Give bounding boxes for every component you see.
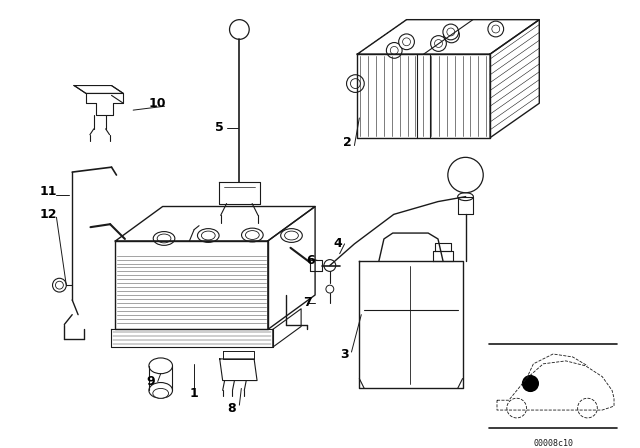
Text: 10: 10 xyxy=(149,97,166,110)
Ellipse shape xyxy=(157,234,171,243)
Ellipse shape xyxy=(458,193,474,201)
Circle shape xyxy=(578,398,597,418)
Circle shape xyxy=(444,27,460,43)
Text: 4: 4 xyxy=(333,237,342,250)
Circle shape xyxy=(324,259,336,271)
Circle shape xyxy=(507,398,527,418)
Ellipse shape xyxy=(241,228,263,242)
Circle shape xyxy=(443,24,459,40)
Ellipse shape xyxy=(246,231,259,239)
Circle shape xyxy=(326,285,334,293)
Text: 5: 5 xyxy=(215,121,224,134)
Ellipse shape xyxy=(285,231,298,240)
Circle shape xyxy=(230,20,249,39)
Circle shape xyxy=(435,39,442,47)
Circle shape xyxy=(447,28,454,36)
Text: 11: 11 xyxy=(40,185,58,198)
Circle shape xyxy=(390,47,398,54)
Circle shape xyxy=(488,21,504,37)
Text: 6: 6 xyxy=(306,254,314,267)
Circle shape xyxy=(56,281,63,289)
Text: 8: 8 xyxy=(227,401,236,414)
Circle shape xyxy=(403,38,410,46)
Circle shape xyxy=(523,375,538,392)
Ellipse shape xyxy=(202,231,215,240)
Circle shape xyxy=(448,157,483,193)
Circle shape xyxy=(399,34,415,50)
Ellipse shape xyxy=(149,383,173,398)
Ellipse shape xyxy=(281,228,302,242)
Text: 12: 12 xyxy=(40,208,58,221)
Text: 9: 9 xyxy=(147,375,155,388)
Circle shape xyxy=(431,36,446,52)
Circle shape xyxy=(447,31,456,39)
Circle shape xyxy=(387,43,402,58)
Text: 7: 7 xyxy=(303,297,312,310)
Circle shape xyxy=(52,278,67,292)
Ellipse shape xyxy=(153,232,175,246)
Circle shape xyxy=(351,79,360,89)
Text: 1: 1 xyxy=(189,387,198,400)
Text: 3: 3 xyxy=(340,348,349,361)
Circle shape xyxy=(492,25,500,33)
Ellipse shape xyxy=(198,228,219,242)
Text: 00008c10: 00008c10 xyxy=(533,439,573,448)
Text: 2: 2 xyxy=(343,136,352,149)
Circle shape xyxy=(346,75,364,92)
Ellipse shape xyxy=(153,388,168,398)
Ellipse shape xyxy=(149,358,173,374)
